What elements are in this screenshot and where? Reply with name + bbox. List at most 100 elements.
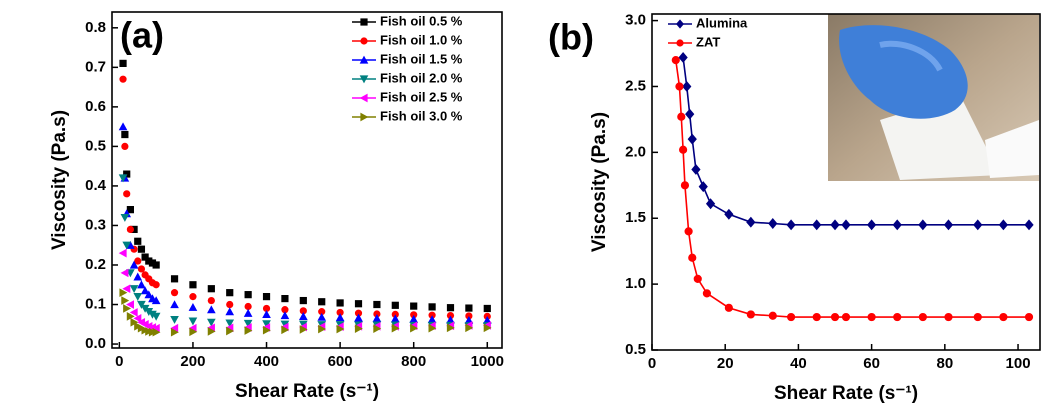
data-point [318, 324, 327, 334]
data-point [126, 225, 134, 234]
legend-label: Fish oil 1.0 % [380, 32, 463, 47]
data-point [262, 304, 271, 313]
data-point [170, 289, 179, 297]
data-point [465, 312, 473, 320]
data-point [299, 325, 308, 334]
data-point [170, 327, 179, 337]
data-point [244, 291, 252, 299]
data-point [373, 324, 382, 333]
data-point [189, 281, 197, 289]
data-point [724, 303, 733, 312]
data-point [830, 219, 840, 231]
data-point [126, 312, 135, 321]
x-tick-label: 80 [936, 355, 953, 372]
data-point [373, 310, 381, 318]
data-point [119, 75, 127, 83]
data-point [244, 326, 253, 335]
data-point [225, 307, 235, 316]
data-point [483, 304, 491, 313]
data-point [262, 320, 271, 329]
data-point [133, 293, 143, 301]
data-point [280, 320, 290, 329]
data-point [465, 323, 474, 333]
data-point [121, 296, 130, 305]
x-tick-label: 100 [1006, 355, 1031, 372]
data-point [120, 213, 130, 222]
data-point [226, 326, 235, 336]
x-axis-label: Shear Rate (s⁻¹) [774, 383, 918, 404]
y-tick-label: 0.0 [85, 335, 106, 352]
data-point [243, 319, 253, 328]
data-point [391, 310, 399, 318]
data-point [354, 313, 363, 322]
data-point [126, 206, 134, 214]
data-point [281, 325, 290, 335]
data-point [336, 308, 344, 317]
data-point [123, 304, 132, 313]
data-point [675, 82, 684, 91]
data-point [152, 261, 160, 269]
data-point [188, 302, 198, 311]
data-point [841, 219, 851, 231]
y-tick-label: 0.4 [85, 177, 107, 194]
legend-label: Fish oil 2.0 % [380, 70, 463, 85]
y-tick-label: 0.2 [85, 256, 106, 273]
data-point [786, 312, 796, 322]
data-point [336, 299, 344, 307]
x-tick-label: 0 [648, 355, 656, 372]
y-tick-label: 1.5 [625, 209, 646, 226]
data-point [391, 323, 400, 333]
data-point [944, 312, 953, 322]
data-point [768, 218, 778, 229]
data-point [317, 312, 327, 321]
data-point [140, 286, 150, 295]
data-point [134, 257, 142, 265]
data-point [391, 301, 399, 309]
data-point [746, 216, 756, 228]
data-point [299, 307, 307, 315]
y-tick-label: 0.7 [85, 58, 106, 75]
data-point [170, 275, 179, 283]
y-tick-label: 0.8 [85, 19, 106, 36]
data-point [122, 284, 131, 294]
x-tick-label: 600 [328, 353, 353, 370]
data-point [121, 142, 129, 150]
legend-marker [359, 55, 369, 64]
data-point [129, 308, 138, 317]
data-point [207, 318, 216, 327]
data-point [867, 219, 877, 231]
legend-marker [359, 75, 369, 84]
y-tick-label: 2.5 [625, 77, 646, 94]
data-point [137, 245, 146, 253]
data-point [126, 240, 135, 249]
data-point [188, 317, 198, 326]
data-point [207, 285, 215, 293]
data-point [446, 304, 455, 312]
inset-photo [828, 14, 1039, 181]
data-point [123, 190, 131, 198]
data-point [170, 300, 179, 309]
x-axis-label: Shear Rate (s⁻¹) [235, 381, 379, 402]
y-tick-label: 0.5 [625, 341, 646, 358]
data-point [207, 327, 216, 336]
data-point [129, 285, 139, 294]
data-point [678, 52, 688, 63]
data-point [336, 324, 345, 334]
x-tick-label: 60 [863, 355, 880, 372]
x-tick-label: 20 [717, 355, 734, 372]
plot-frame [651, 13, 1041, 351]
data-point [428, 311, 436, 319]
panel: 0 200 400 600 800 1000 0.0 0.1 0.2 0.3 0.4 0.5 0.6 0.… [49, 11, 504, 402]
data-point [698, 181, 708, 193]
data-point [121, 130, 129, 139]
data-point [373, 300, 381, 309]
x-tick-label: 800 [401, 353, 426, 370]
data-point [446, 315, 455, 324]
x-tick-label: 1000 [471, 353, 504, 370]
data-point [998, 219, 1009, 231]
y-tick-label: 0.1 [85, 295, 106, 312]
data-point [335, 313, 345, 322]
x-tick-label: 0 [115, 353, 123, 370]
data-point [428, 323, 437, 333]
data-point [702, 289, 712, 298]
